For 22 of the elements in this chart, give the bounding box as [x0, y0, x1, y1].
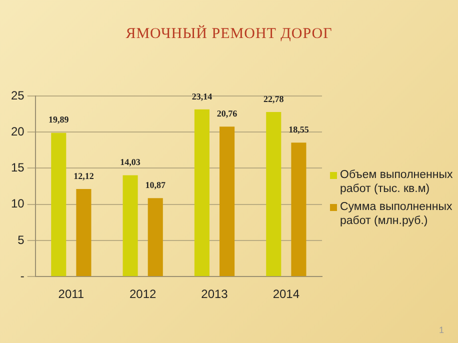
x-tick-label: 2013 — [201, 287, 228, 302]
legend-label: Сумма выполненных работ (млн.руб.) — [340, 200, 454, 228]
chart-title: ЯМОЧНЫЙ РЕМОНТ ДОРОГ — [124, 26, 334, 43]
data-label: 10,87 — [145, 180, 166, 190]
y-tick-label: 25 — [10, 88, 25, 102]
y-tick-label: - — [20, 268, 24, 283]
data-label: 22,78 — [264, 94, 284, 104]
data-label: 19,89 — [48, 114, 70, 125]
data-label: 20,76 — [216, 108, 238, 118]
text: 1 — [438, 325, 444, 335]
y-tick-label: 10 — [10, 196, 25, 211]
data-label: 23,14 — [192, 91, 213, 102]
x-tick-label: 2014 — [272, 287, 300, 302]
x-tick-label: 2011 — [58, 287, 84, 302]
data-label: 18,55 — [288, 124, 310, 134]
data-label: 14,03 — [120, 157, 141, 168]
y-tick-label: 15 — [10, 160, 25, 175]
y-tick-label: 20 — [10, 124, 25, 138]
legend-label: Объем выполненных работ (тыс. кв.м) — [340, 168, 454, 196]
x-tick-label: 2012 — [129, 287, 157, 302]
y-tick-label: 5 — [18, 232, 25, 247]
data-label: 12,12 — [74, 170, 94, 181]
